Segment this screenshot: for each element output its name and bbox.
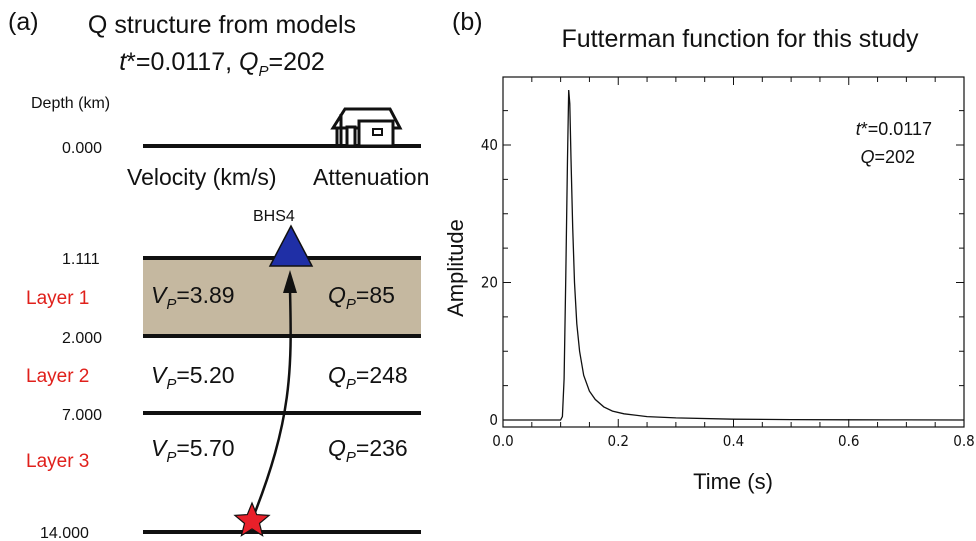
depth-label-4: 14.000 xyxy=(40,525,89,541)
futterman-series-line xyxy=(503,89,965,421)
attenuation-column-label: Attenuation xyxy=(313,164,429,190)
layer-1-qp: QP=85 xyxy=(328,282,395,313)
station-label: BHS4 xyxy=(253,208,295,225)
ray-path xyxy=(250,289,292,521)
station-triangle-icon xyxy=(268,224,314,267)
y-tick-label: 20 xyxy=(481,274,498,292)
panel-a: (a) Q structure from models t*=0.0117, Q… xyxy=(8,8,429,541)
layer-1-vp: VP=3.89 xyxy=(151,282,235,313)
x-tick-label: 0.4 xyxy=(723,432,744,450)
tstar-annotation: t*=0.0117 xyxy=(856,119,932,139)
panel-a-label: (a) xyxy=(8,8,39,36)
depth-label-2: 2.000 xyxy=(62,330,102,347)
layer-2-qp: QP=248 xyxy=(328,362,408,393)
depth-label-0: 0.000 xyxy=(62,140,102,157)
layer-1-label: Layer 1 xyxy=(26,288,89,309)
layer-3-vp: VP=5.70 xyxy=(151,435,235,466)
panel-a-subtitle: t*=0.0117, QP=202 xyxy=(119,48,325,80)
depth-header: Depth (km) xyxy=(31,95,110,112)
x-tick-label: 0.8 xyxy=(953,432,974,450)
x-tick-label: 0.2 xyxy=(608,432,629,450)
house-icon xyxy=(330,107,403,148)
x-axis-label: Time (s) xyxy=(693,469,773,494)
y-axis-label: Amplitude xyxy=(443,219,468,317)
q-annotation: Q=202 xyxy=(860,147,915,167)
y-tick-label: 0 xyxy=(489,411,498,429)
depth-label-1: 1.111 xyxy=(62,251,100,268)
source-star-icon xyxy=(233,501,271,537)
y-axis-ticks: 0 20 40 xyxy=(481,110,964,429)
x-tick-label: 0.6 xyxy=(838,432,859,450)
layer-2-vp: VP=5.20 xyxy=(151,362,235,393)
panel-a-title: Q structure from models xyxy=(88,11,356,39)
panel-b: (b) Futterman function for this study 0.… xyxy=(443,8,975,494)
y-tick-label: 40 xyxy=(481,136,498,154)
chart-title: Futterman function for this study xyxy=(561,25,919,53)
x-tick-label: 0.0 xyxy=(492,432,513,450)
layer-2-label: Layer 2 xyxy=(26,366,89,387)
ray-arrowhead xyxy=(283,270,297,293)
layer-1-fill xyxy=(143,258,421,336)
x-axis-ticks: 0.0 0.2 0.4 0.6 0.8 xyxy=(492,77,975,450)
layer-3-qp: QP=236 xyxy=(328,435,408,466)
layer-3-label: Layer 3 xyxy=(26,451,89,472)
velocity-column-label: Velocity (km/s) xyxy=(127,164,277,190)
panel-b-label: (b) xyxy=(452,8,483,36)
depth-label-3: 7.000 xyxy=(62,407,102,424)
